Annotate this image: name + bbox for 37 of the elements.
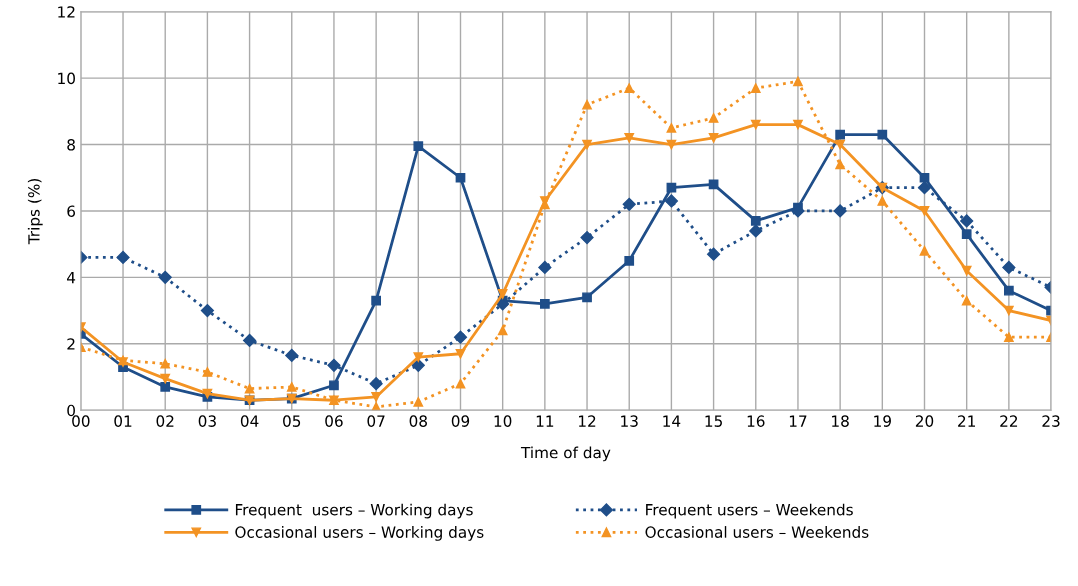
x-axis-title: Time of day [520, 446, 611, 462]
x-tick-label: 03 [198, 415, 216, 427]
x-tick-label: 10 [494, 415, 512, 427]
x-tick-label: 21 [958, 415, 975, 427]
x-tick-label: 05 [283, 415, 301, 427]
x-tick-label: 19 [874, 415, 891, 427]
legend-label: Occasional users – Working days [235, 526, 484, 541]
x-tick-label: 08 [409, 415, 427, 427]
y-tick-label: 2 [67, 338, 75, 350]
x-tick-label: 22 [1000, 415, 1018, 427]
x-tick-label: 20 [915, 415, 934, 427]
x-tick-label: 15 [705, 415, 722, 427]
y-tick-label: 8 [67, 139, 75, 151]
x-tick-label: 16 [747, 415, 765, 427]
legend-label: Frequent users – Weekends [646, 503, 853, 519]
x-tick-label: 12 [579, 415, 596, 427]
x-tick-label: 00 [72, 415, 90, 427]
y-tick-label: 10 [58, 72, 75, 85]
legend-label: Occasional users – Weekends [645, 526, 869, 538]
y-tick-label: 0 [67, 404, 75, 417]
y-axis-title: Trips (%) [27, 178, 43, 245]
legend-label: Frequent users – Working days [235, 503, 473, 519]
x-tick-label: 11 [536, 415, 554, 427]
x-tick-label: 06 [325, 415, 343, 427]
x-tick-label: 13 [621, 415, 638, 427]
y-tick-label: 6 [67, 205, 76, 217]
x-tick-label: 02 [156, 415, 174, 427]
y-tick-label: 12 [58, 6, 75, 18]
x-tick-label: 17 [789, 415, 807, 427]
x-tick-label: 07 [367, 415, 385, 427]
x-tick-label: 01 [114, 415, 132, 427]
x-tick-label: 23 [1042, 415, 1060, 427]
x-tick-label: 09 [451, 415, 470, 427]
y-tick-label: 4 [67, 272, 76, 284]
x-tick-label: 14 [663, 415, 681, 427]
x-tick-label: 18 [832, 415, 849, 427]
x-tick-label: 04 [240, 415, 259, 427]
